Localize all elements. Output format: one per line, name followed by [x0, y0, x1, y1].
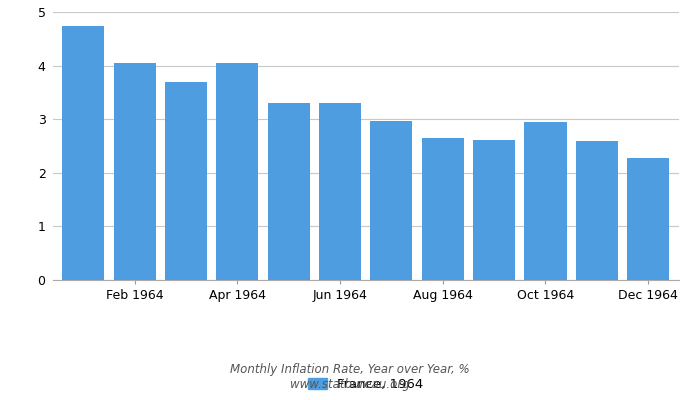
- Bar: [216, 64, 258, 280]
- Bar: [113, 63, 155, 280]
- Bar: [421, 138, 464, 280]
- Bar: [165, 82, 207, 280]
- Bar: [267, 102, 310, 280]
- Bar: [627, 158, 669, 280]
- Bar: [319, 103, 361, 280]
- Bar: [473, 140, 515, 280]
- Bar: [524, 122, 566, 280]
- Text: www.statbureau.org: www.statbureau.org: [290, 378, 410, 391]
- Bar: [62, 26, 104, 280]
- Text: Monthly Inflation Rate, Year over Year, %: Monthly Inflation Rate, Year over Year, …: [230, 364, 470, 376]
- Bar: [576, 141, 618, 280]
- Legend: France, 1964: France, 1964: [308, 378, 424, 391]
- Bar: [370, 121, 412, 280]
